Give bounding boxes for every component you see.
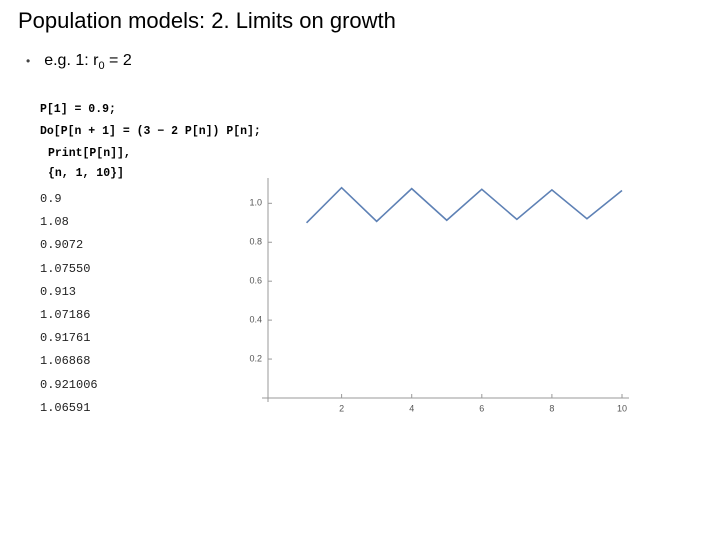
y-tick-label: 0.4 [249,314,262,324]
x-tick-label: 8 [549,403,554,413]
bullet: • e.g. 1: r0 = 2 [26,52,132,73]
bullet-rest: = 2 [104,52,132,69]
code-line: {n, 1, 10}] [48,167,124,180]
slide-title: Population models: 2. Limits on growth [18,8,396,33]
bullet-subscript: 0 [98,60,105,73]
x-tick-label: 6 [479,403,484,413]
output-line: 1.06868 [40,354,91,369]
output-line: 1.08 [40,215,69,230]
code-line: Print[P[n]], [48,147,131,160]
y-tick-label: 1.0 [249,198,262,208]
output-line: 1.07186 [40,308,91,322]
x-tick-label: 2 [339,403,344,413]
x-tick-label: 10 [617,403,627,413]
code-line: P[1] = 0.9; [40,103,116,116]
y-tick-label: 0.8 [249,237,262,247]
code-line: Do[P[n + 1] = (3 − 2 P[n]) P[n]; [40,125,261,138]
output-line: 1.06591 [40,400,91,415]
output-line: 0.9 [40,192,62,206]
output-line: 0.91761 [40,331,91,346]
output-line: 0.921006 [40,377,98,392]
output-line: 0.9072 [40,238,84,253]
y-tick-label: 0.6 [249,276,262,286]
x-tick-label: 4 [409,403,414,413]
data-line [305,186,623,224]
y-tick-label: 0.2 [249,353,262,363]
output-line: 1.07550 [40,261,91,276]
bullet-text: e.g. 1: r [44,52,99,69]
output-line: 0.913 [40,284,77,299]
